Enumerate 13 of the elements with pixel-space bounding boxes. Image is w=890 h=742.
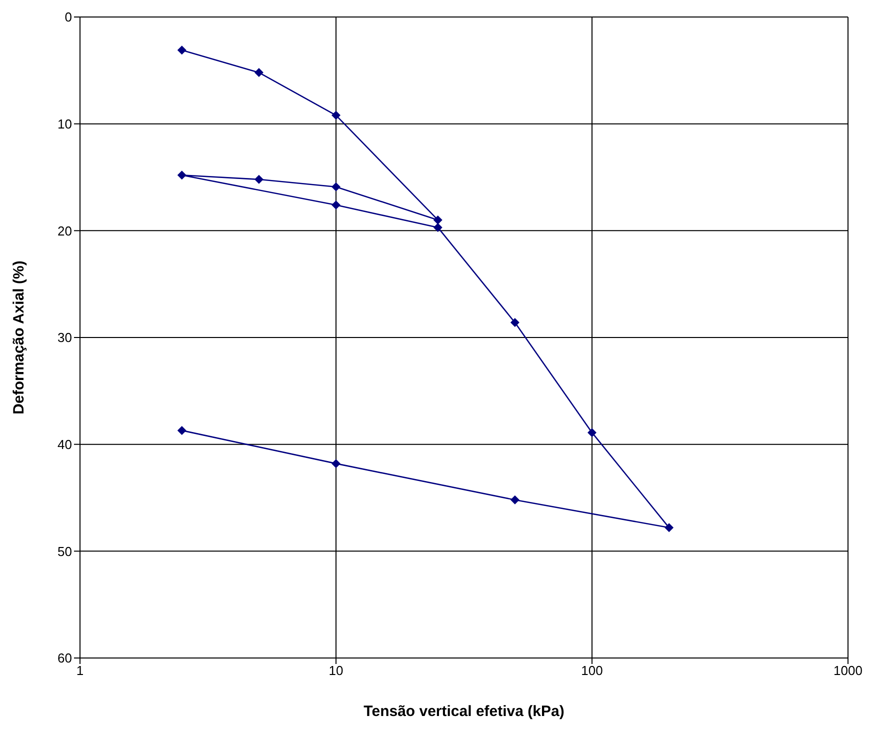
y-tick-label: 10 — [58, 116, 72, 132]
y-axis-title: Deformação Axial (%) — [10, 260, 28, 414]
x-tick-label: 1 — [76, 663, 84, 678]
y-tick-label: 50 — [58, 544, 72, 559]
x-tick-label: 100 — [581, 663, 603, 678]
y-tick-label: 40 — [58, 436, 72, 452]
x-tick-label: 1000 — [834, 663, 862, 678]
x-tick-label: 10 — [328, 663, 344, 678]
y-tick-label: 0 — [64, 10, 72, 25]
y-tick-label: 60 — [58, 650, 72, 666]
y-tick-label: 20 — [58, 223, 72, 238]
y-tick-label: 30 — [58, 330, 72, 346]
x-axis-title: Tensão vertical efetiva (kPa) — [364, 703, 564, 720]
